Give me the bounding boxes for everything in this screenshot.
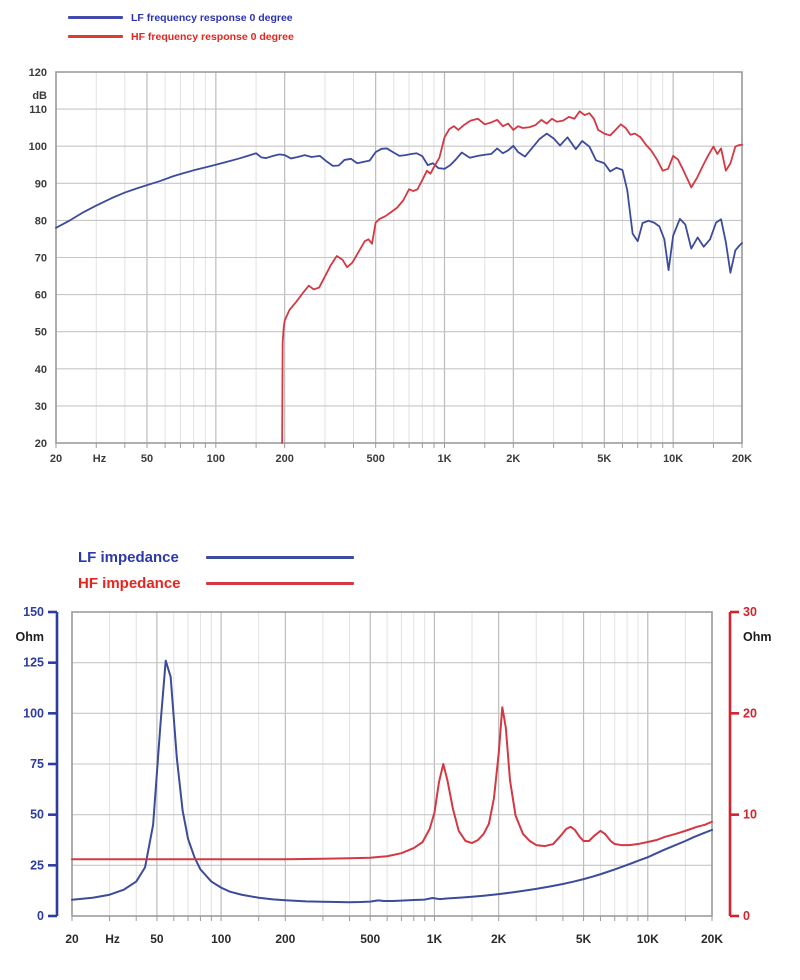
legend-item-hf-frequency-response: HF frequency response 0 degree xyxy=(68,27,294,46)
left-axis-tick-label: 25 xyxy=(30,858,44,872)
hf-impedance-legend-label: HF impedance xyxy=(78,574,181,592)
right-axis-tick-label: 0 xyxy=(743,909,750,923)
plot-border xyxy=(71,611,713,917)
x-tick-label: 200 xyxy=(275,932,295,946)
x-tick-label: 20K xyxy=(701,932,723,946)
right-axis-tick-label: 30 xyxy=(743,605,757,619)
x-tick-label: 2K xyxy=(506,453,520,465)
y-tick-label: 80 xyxy=(35,215,47,227)
x-tick-label: 50 xyxy=(150,932,164,946)
x-axis-unit-label: Hz xyxy=(105,932,120,946)
x-tick-label: 1K xyxy=(427,932,443,946)
hf-frequency-legend-label: HF frequency response 0 degree xyxy=(131,30,294,43)
y-tick-label: 120 xyxy=(29,67,47,79)
y-tick-label: 70 xyxy=(35,253,47,265)
legend-item-lf-impedance: LF impedance xyxy=(78,544,354,570)
x-tick-label: 2K xyxy=(491,932,507,946)
lf-impedance-legend-label: LF impedance xyxy=(78,548,179,566)
y-tick-label: 90 xyxy=(35,178,47,190)
x-tick-label: 5K xyxy=(597,453,611,465)
x-tick-label: 100 xyxy=(211,932,231,946)
hf-impedance-legend-line-swatch xyxy=(206,581,354,585)
left-axis-tick-label: 100 xyxy=(23,706,44,720)
hf-frequency-legend-line-swatch xyxy=(68,35,123,38)
legend-item-hf-impedance: HF impedance xyxy=(78,570,354,596)
left-axis-tick-label: 150 xyxy=(23,605,44,619)
lf-frequency-response-curve xyxy=(55,132,743,274)
y-tick-label: 50 xyxy=(35,327,47,339)
hf-frequency-response-curve xyxy=(281,110,743,444)
x-tick-label: 500 xyxy=(366,453,384,465)
frequency-response-chart: 120 110 100 90 80 70 60 50 40 30 20 dB 20 Hz 50 100 200 5… xyxy=(29,67,753,465)
right-axis-tick-label: 20 xyxy=(743,706,757,720)
x-tick-label: 50 xyxy=(141,453,153,465)
left-axis-unit-label: Ohm xyxy=(16,630,44,644)
plot-border xyxy=(55,71,743,444)
x-tick-label: 20K xyxy=(732,453,752,465)
y-tick-label: 40 xyxy=(35,364,47,376)
x-tick-label: 200 xyxy=(275,453,293,465)
x-tick-label: 100 xyxy=(207,453,225,465)
y-tick-label: 20 xyxy=(35,438,47,450)
y-tick-label: 110 xyxy=(29,104,47,116)
x-tick-label: 20 xyxy=(65,932,79,946)
y-tick-label: 100 xyxy=(29,141,47,153)
left-axis-tick-label: 125 xyxy=(23,656,44,670)
left-axis-tick-label: 50 xyxy=(30,808,44,822)
left-axis-tick-label: 0 xyxy=(37,909,44,923)
legend-item-lf-frequency-response: LF frequency response 0 degree xyxy=(68,8,294,27)
lf-frequency-legend-line-swatch xyxy=(68,16,123,19)
x-tick-label: 20 xyxy=(50,453,62,465)
x-tick-label: 500 xyxy=(360,932,380,946)
left-axis-tick-label: 75 xyxy=(30,757,44,771)
x-tick-label: 10K xyxy=(637,932,659,946)
y-tick-label: 30 xyxy=(35,401,47,413)
right-axis-unit-label: Ohm xyxy=(743,630,771,644)
y-axis-unit-label: dB xyxy=(32,90,47,102)
lf-impedance-curve xyxy=(71,659,713,904)
frequency-response-legend: LF frequency response 0 degree HF freque… xyxy=(68,8,294,46)
x-tick-label: 5K xyxy=(576,932,592,946)
y-tick-label: 60 xyxy=(35,290,47,302)
impedance-legend: LF impedance HF impedance xyxy=(78,544,354,596)
x-axis-unit-label: Hz xyxy=(93,453,107,465)
x-tick-label: 1K xyxy=(437,453,451,465)
x-tick-label: 10K xyxy=(663,453,683,465)
lf-frequency-legend-label: LF frequency response 0 degree xyxy=(131,11,293,24)
lf-impedance-legend-line-swatch xyxy=(206,555,354,559)
hf-impedance-curve xyxy=(71,706,713,861)
right-axis-tick-label: 10 xyxy=(743,808,757,822)
